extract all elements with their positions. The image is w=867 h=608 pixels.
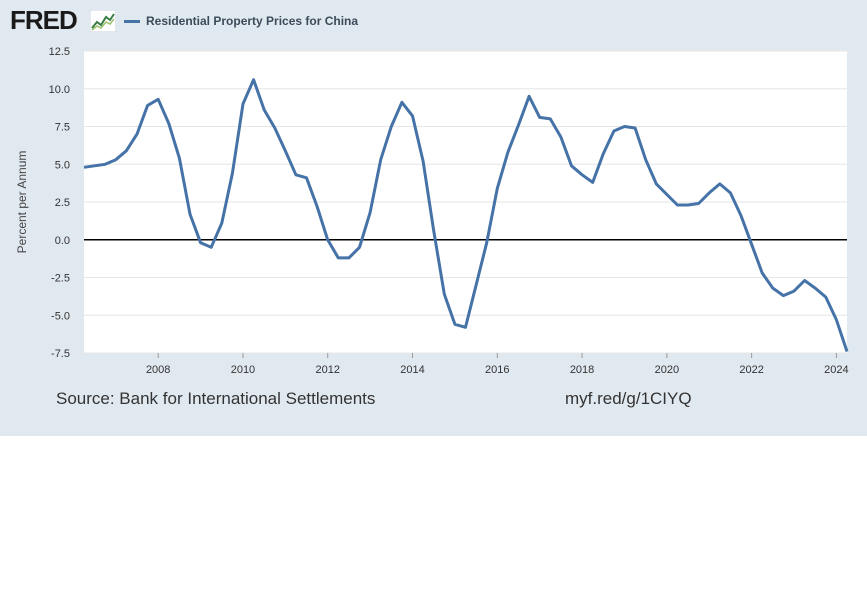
legend-swatch: [124, 19, 140, 23]
y-tick-label: -7.5: [51, 348, 70, 360]
y-tick-label: 12.5: [49, 46, 70, 58]
y-tick-label: 7.5: [55, 122, 70, 134]
chart-legend[interactable]: Residential Property Prices for China: [124, 12, 358, 30]
x-tick-label: 2018: [570, 364, 594, 376]
legend-label: Residential Property Prices for China: [146, 14, 359, 28]
y-tick-label: -2.5: [51, 273, 70, 285]
x-axis-ticks: 2008 2010 2012 2014 2016 2018 2020 2022 2024: [146, 353, 849, 376]
series-line: [83, 78, 849, 352]
x-tick-label: 2012: [315, 364, 339, 376]
x-tick-label: 2020: [655, 364, 679, 376]
y-tick-label: 2.5: [55, 197, 70, 209]
y-axis-ticks: 12.5 10.0 7.5 5.0 2.5 0.0 -2.5 -5.0 -7.5: [49, 46, 70, 360]
x-tick-label: 2024: [824, 364, 848, 376]
x-tick-label: 2008: [146, 364, 170, 376]
y-axis-label: Percent per Annum: [15, 151, 29, 254]
y-tick-label: 5.0: [55, 159, 70, 171]
source-note: Source: Bank for International Settlemen…: [56, 389, 376, 408]
chart-header: FRED Residential Property Prices for Chi…: [0, 0, 867, 40]
y-tick-label: -5.0: [51, 310, 70, 322]
x-tick-label: 2014: [400, 364, 424, 376]
x-tick-label: 2022: [739, 364, 763, 376]
y-tick-label: 0.0: [55, 235, 70, 247]
y-tick-label: 10.0: [49, 84, 70, 96]
x-tick-label: 2016: [485, 364, 509, 376]
fred-logo[interactable]: FRED: [10, 5, 78, 35]
line-chart: 12.5 10.0 7.5 5.0 2.5 0.0 -2.5 -5.0 -7.5 2008 201…: [15, 46, 849, 376]
line-chart-icon: [90, 10, 116, 32]
short-url-link[interactable]: myf.red/g/1CIYQ: [565, 389, 692, 408]
x-tick-label: 2010: [231, 364, 255, 376]
